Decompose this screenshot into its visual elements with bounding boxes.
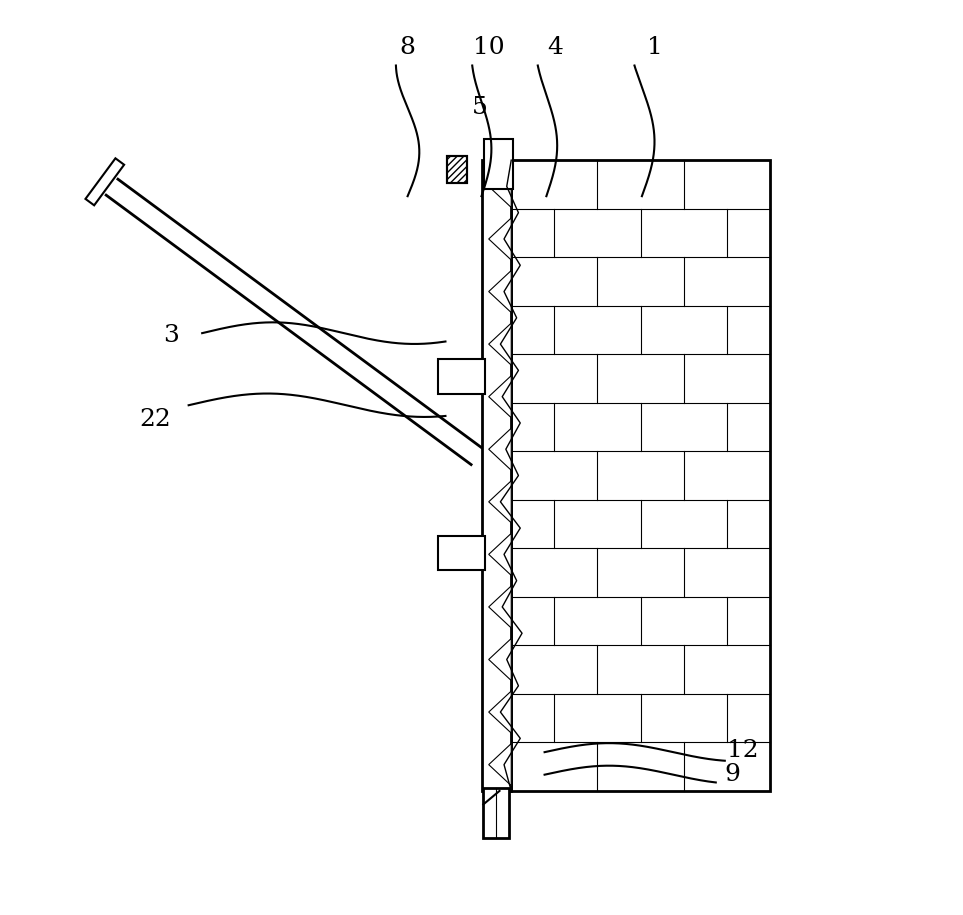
Polygon shape [86, 158, 124, 205]
Polygon shape [488, 271, 511, 313]
Text: 3: 3 [163, 324, 178, 348]
Polygon shape [488, 639, 511, 681]
Bar [484, 139, 513, 189]
Polygon shape [488, 323, 511, 365]
Bar [482, 160, 511, 791]
Polygon shape [488, 480, 511, 522]
Bar [438, 360, 485, 393]
Text: 8: 8 [400, 36, 416, 59]
Text: 22: 22 [140, 408, 171, 431]
Polygon shape [488, 533, 511, 576]
Text: 10: 10 [473, 36, 505, 59]
Polygon shape [488, 166, 511, 208]
Polygon shape [488, 744, 511, 786]
Bar [438, 536, 485, 570]
Polygon shape [488, 376, 511, 418]
Bar [447, 156, 467, 183]
Polygon shape [488, 586, 511, 628]
Polygon shape [488, 691, 511, 733]
Bar [483, 788, 508, 838]
Text: 1: 1 [646, 36, 663, 59]
Bar [511, 160, 769, 791]
Polygon shape [488, 428, 511, 470]
Text: 9: 9 [724, 763, 740, 786]
Polygon shape [488, 218, 511, 260]
Text: 5: 5 [472, 96, 487, 119]
Text: 4: 4 [547, 36, 563, 59]
Text: 12: 12 [727, 738, 759, 762]
Bar [447, 156, 467, 183]
